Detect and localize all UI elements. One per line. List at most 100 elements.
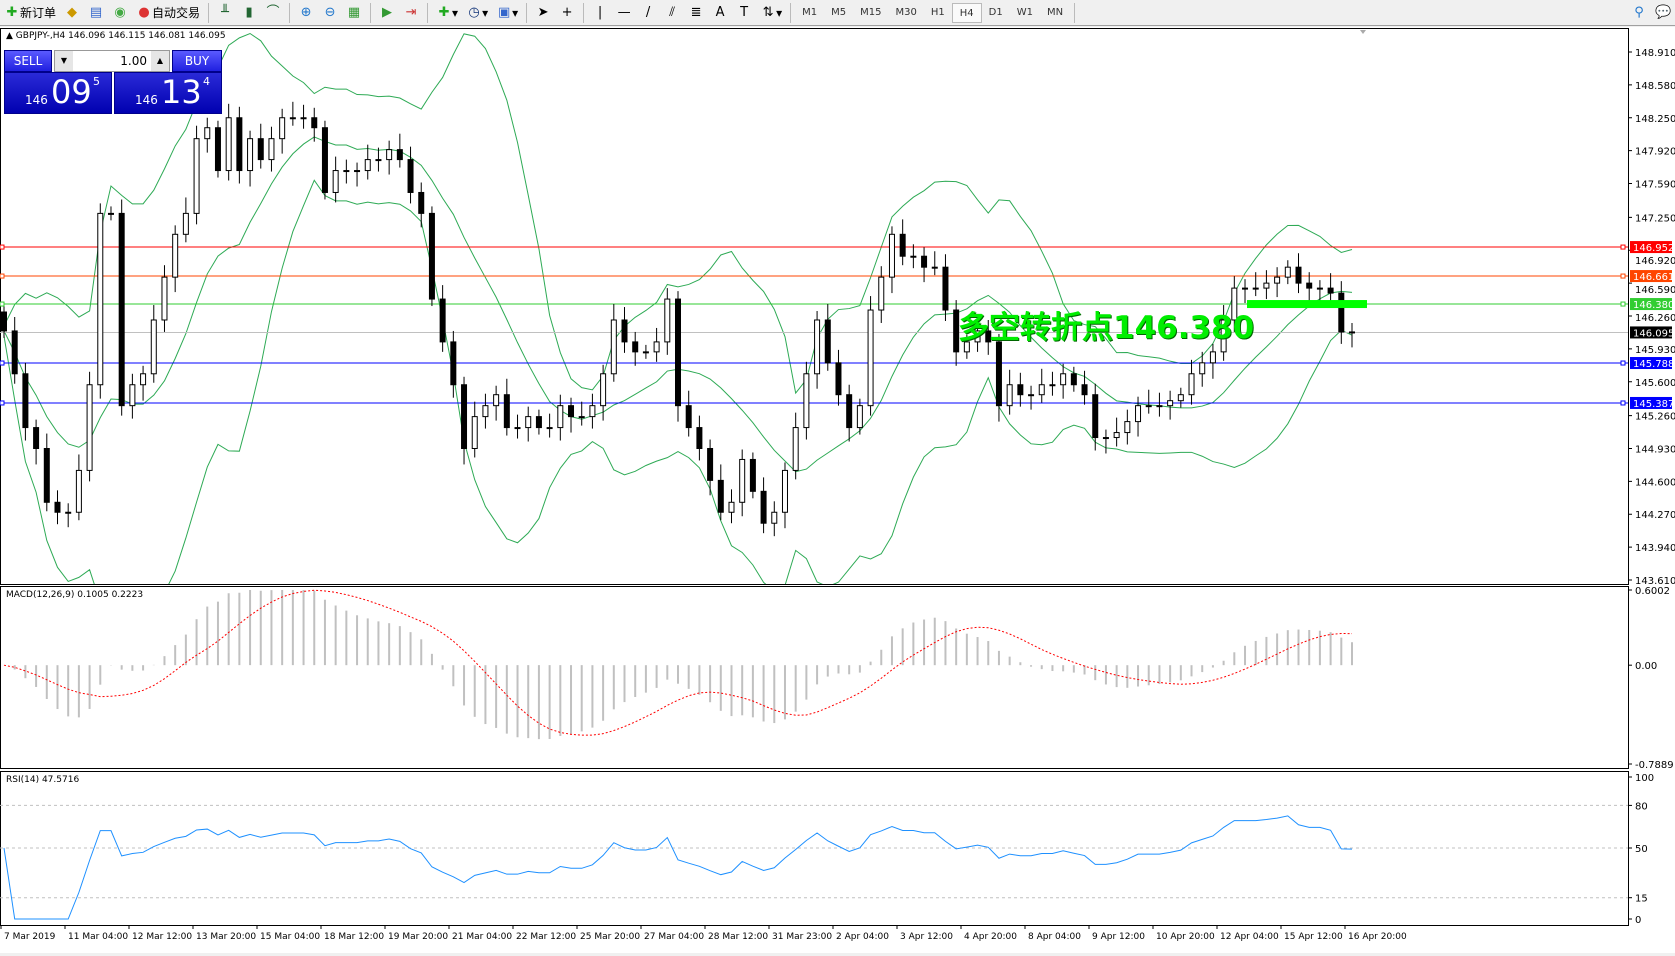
lot-size-stepper[interactable]: ▼ 1.00 ▲ [54,50,170,72]
candle-body [150,319,157,375]
price-tick-label: 146.260 [1635,313,1675,324]
candle [1209,343,1216,379]
candle-body [824,319,831,364]
candle-body [1274,276,1281,284]
timeframe-h4[interactable]: H4 [951,2,982,23]
candle [1338,281,1345,344]
candle-body [1338,292,1345,333]
chart-title-text: GBPJPY-,H4 146.096 146.115 146.081 146.0… [15,31,226,41]
candle-body [1295,266,1302,284]
candle-body [1049,384,1056,387]
timeframe-m1[interactable]: M1 [802,6,818,18]
macd-signal-line [3,589,1353,736]
candle [792,412,799,480]
candle [247,130,254,187]
candle-body [22,373,29,429]
crosshair-button[interactable]: + [555,2,579,24]
pivot-annotation[interactable]: 多空转折点146.380 [958,310,1255,346]
auto-trading-button[interactable]: ● 自动交易 [132,2,204,24]
candle [632,331,639,366]
candle [1220,305,1227,361]
vertical-line-button[interactable]: | [588,2,612,24]
candle-body [610,319,617,375]
candle-body [1306,282,1313,289]
navigator-button[interactable]: ◆ [60,2,84,24]
bar-chart-button[interactable]: ╨ [213,2,237,24]
periods-button[interactable]: ◷ ▾ [462,2,492,24]
autoscroll-button[interactable]: ▶ [375,2,399,24]
timeframe-d1[interactable]: D1 [988,6,1003,18]
timeframe-w1[interactable]: W1 [1016,6,1033,18]
candle [1306,272,1313,302]
arrows-button[interactable]: ⇅ ▾ [756,2,786,24]
candle [75,454,82,521]
level-price-label: 146.380 [1633,300,1674,311]
timeframe-h1[interactable]: H1 [930,6,945,18]
candle [300,104,307,129]
bar-chart-icon: ╨ [221,4,229,20]
zoom-out-icon: ⊖ [324,4,336,20]
candle-body [118,212,125,407]
buy-price[interactable]: 146 13 4 [114,72,222,114]
sell-button[interactable]: SELL [4,50,52,72]
chart-shift-button[interactable]: ⇥ [399,2,423,24]
chart-shift-icon: ⇥ [405,4,417,20]
candle [910,244,917,269]
candle-body [771,511,778,524]
candle-body [835,362,842,396]
line-chart-button[interactable]: ⌒ [261,2,285,24]
indicators-button[interactable]: ✚ ▾ [432,2,462,24]
candle-body [1349,331,1355,334]
candle-body [289,117,296,120]
tile-windows-button[interactable]: ▦ [342,2,366,24]
candle-body [1252,287,1259,290]
new-order-button[interactable]: ✚ 新订单 [0,2,60,24]
fibonacci-button[interactable]: ≣ [684,2,708,24]
candle-body [493,394,500,407]
candle-body [1124,421,1131,434]
candle-body [974,330,981,343]
candlestick-button[interactable]: ▮ [237,2,261,24]
equidistant-channel-button[interactable]: ⫽ [660,2,684,24]
candle-body [653,341,660,353]
text-button[interactable]: A [708,2,732,24]
candle-body [257,138,264,161]
candle [535,409,542,435]
candle [995,333,1002,422]
level-handle-left [0,244,5,250]
level-price-badge [1630,396,1672,409]
candle [439,285,446,352]
buy-button[interactable]: BUY [172,50,222,72]
search-button[interactable]: ⚲ [1627,2,1651,24]
zoom-in-button[interactable]: ⊕ [294,2,318,24]
price-tick-label: 144.600 [1635,477,1675,488]
sell-price[interactable]: 146 09 5 [4,72,112,114]
chart-canvas[interactable]: 148.910 148.580 148.250 147.920 147.590 147.2… [0,27,1675,953]
candle [332,156,339,203]
rsi-title: RSI(14) 47.5716 [6,775,80,785]
candle-body [1017,384,1024,396]
trendline-button[interactable]: / [636,2,660,24]
time-tick-label: 7 Mar 2019 [4,932,56,942]
timeframe-mn[interactable]: MN [1046,6,1064,18]
terminal-button[interactable]: ▤ [84,2,108,24]
lot-size-input[interactable]: 1.00 [120,54,147,68]
timeframe-m15[interactable]: M15 [860,6,882,18]
candle [343,159,350,184]
separator [1074,2,1076,23]
horizontal-line-button[interactable]: — [612,2,636,24]
timeframe-m30[interactable]: M30 [895,6,917,18]
candle-body [1284,266,1291,278]
lot-decrease-button[interactable]: ▼ [55,51,73,71]
chat-button[interactable]: 💬 [1651,2,1675,24]
templates-button[interactable]: ▣ ▾ [497,4,519,20]
timeframe-m5[interactable]: M5 [831,6,847,18]
chart-window[interactable]: 148.910 148.580 148.250 147.920 147.590 147.2… [0,27,1675,953]
candle-body [878,276,885,311]
text-label-button[interactable]: T [732,2,756,24]
lot-increase-button[interactable]: ▲ [151,51,169,71]
signals-button[interactable]: ◉ [108,2,132,24]
cursor-button[interactable]: ➤ [531,2,555,24]
navigator-icon: ◆ [67,4,78,20]
zoom-out-button[interactable]: ⊖ [318,2,342,24]
